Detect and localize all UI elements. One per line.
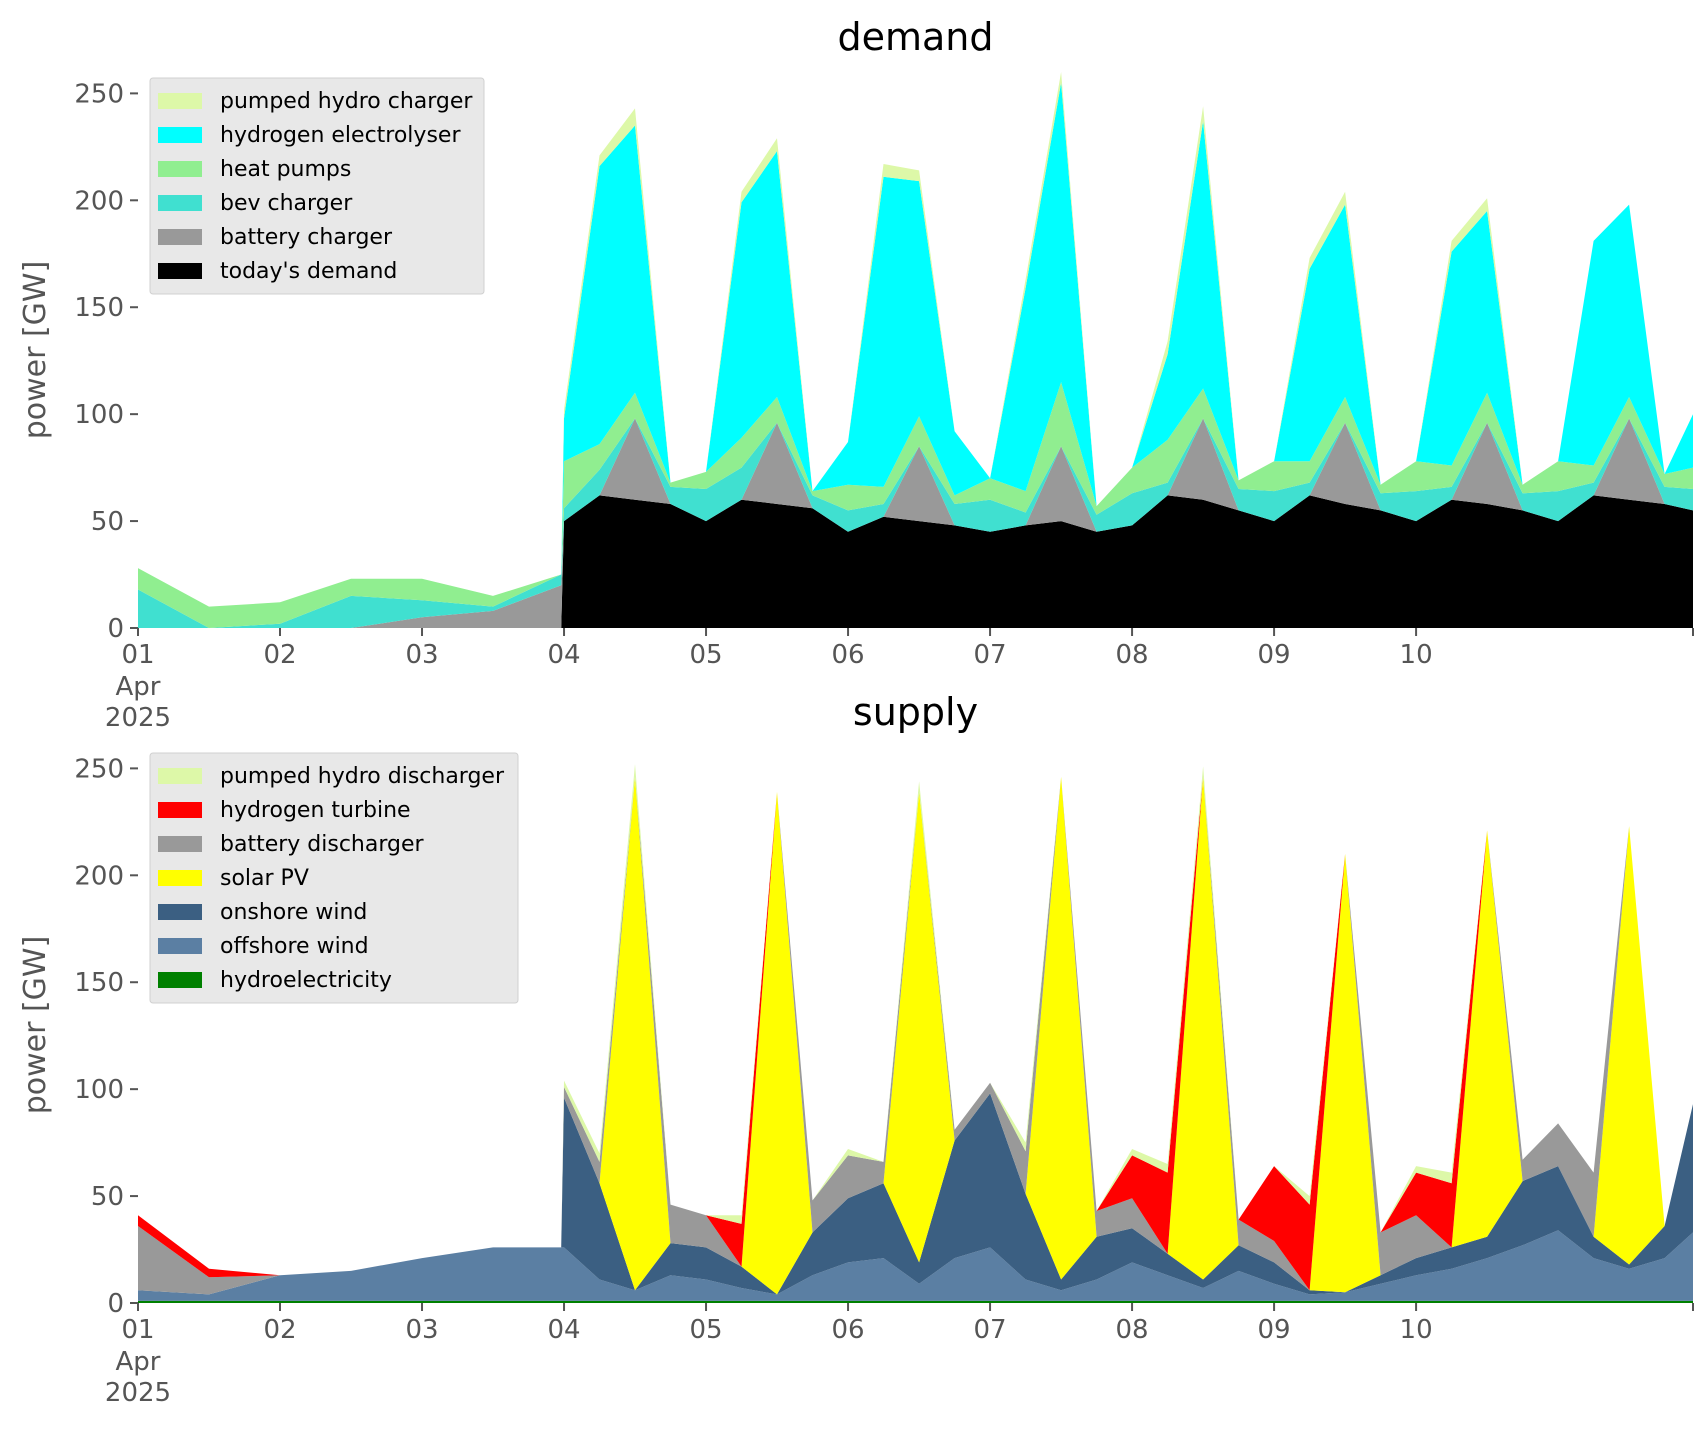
x-tick-sublabel: Apr [116,672,161,702]
x-tick-label: 10 [1400,640,1433,670]
legend-label: hydroelectricity [220,968,392,993]
y-tick-label: 50 [91,1182,124,1212]
legend-swatch [158,972,202,988]
legend-swatch [158,904,202,920]
area-series-hydrogen-electrolyser [138,82,1693,607]
legend-label: today's demand [220,259,397,284]
legend-swatch [158,768,202,784]
x-tick-sublabel: 2025 [105,703,171,733]
legend: pumped hydro discharger hydrogen turbine b… [149,752,519,1004]
x-tick-label: 05 [689,1315,722,1345]
x-tick-label: 06 [831,640,864,670]
legend-label: battery charger [220,225,393,250]
area-series-heat-pumps [138,382,1693,628]
legend-label: heat pumps [220,157,351,182]
area-series-battery-charger [138,418,1693,628]
legend-label: hydrogen turbine [220,798,411,823]
legend-label: hydrogen electrolyser [220,123,461,148]
x-tick-sublabel: 2025 [105,1378,171,1408]
area-series-hydroelectricity [138,1300,1693,1303]
y-tick-label: 200 [74,186,124,216]
legend-swatch [158,195,202,211]
legend-swatch [158,836,202,852]
legend-label: offshore wind [220,934,369,959]
y-axis-label: power [GW] [18,936,53,1115]
legend-frame [149,77,485,295]
x-tick-label: 05 [689,640,722,670]
x-tick-label: 03 [405,1315,438,1345]
legend-label: battery discharger [220,832,425,857]
y-tick-label: 100 [74,400,124,430]
y-tick-label: 150 [74,968,124,998]
area-series-today-s-demand [138,495,1693,628]
x-tick-label: 09 [1258,1315,1291,1345]
y-tick-label: 150 [74,293,124,323]
x-tick-label: 10 [1400,1315,1433,1345]
x-tick-label: 07 [974,640,1007,670]
x-tick-label: 08 [1116,640,1149,670]
legend-swatch [158,938,202,954]
y-axis-label: power [GW] [18,261,53,440]
x-tick-label: 01 [121,640,154,670]
x-tick-label: 09 [1258,640,1291,670]
y-tick-label: 0 [107,614,124,644]
y-tick-label: 200 [74,861,124,891]
x-tick-label: 04 [547,640,580,670]
x-tick-label: 03 [405,640,438,670]
x-tick-sublabel: Apr [116,1347,161,1377]
y-tick-label: 0 [107,1289,124,1319]
y-tick-label: 100 [74,1075,124,1105]
legend-swatch [158,802,202,818]
legend-frame [149,752,519,1004]
x-tick-label: 07 [974,1315,1007,1345]
legend-swatch [158,93,202,109]
legend-swatch [158,127,202,143]
chart-title: supply [853,690,978,734]
area-series-offshore-wind [138,1230,1693,1301]
legend-label: onshore wind [220,900,367,925]
area-series-solar-pv [138,776,1693,1295]
legend-swatch [158,161,202,177]
legend: pumped hydro charger hydrogen electrolyse… [149,77,485,295]
legend-swatch [158,229,202,245]
chart-title: demand [837,15,993,59]
legend-label: pumped hydro charger [220,89,473,114]
y-tick-label: 250 [74,79,124,109]
legend-label: pumped hydro discharger [220,764,505,789]
x-tick-label: 06 [831,1315,864,1345]
legend-label: solar PV [220,866,309,891]
y-tick-label: 250 [74,754,124,784]
x-tick-label: 08 [1116,1315,1149,1345]
y-tick-label: 50 [91,507,124,537]
x-tick-label: 02 [263,640,296,670]
area-series-pumped-hydro-charger [138,72,1693,607]
x-tick-label: 02 [263,1315,296,1345]
x-tick-label: 04 [547,1315,580,1345]
legend-swatch [158,263,202,279]
legend-label: bev charger [220,191,353,216]
x-tick-label: 01 [121,1315,154,1345]
legend-swatch [158,870,202,886]
